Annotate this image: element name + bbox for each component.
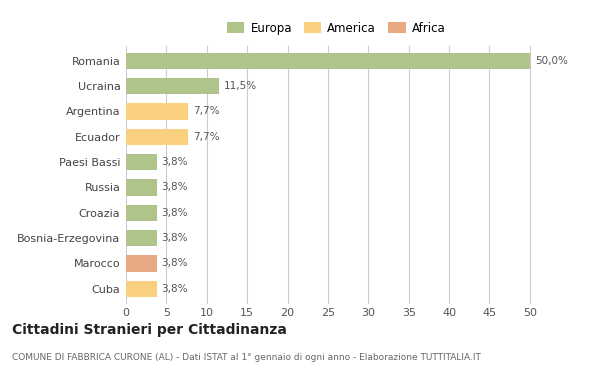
Text: 11,5%: 11,5% bbox=[224, 81, 257, 91]
Bar bbox=[126, 204, 157, 221]
Bar bbox=[126, 52, 530, 69]
Bar bbox=[126, 128, 188, 145]
Text: Cittadini Stranieri per Cittadinanza: Cittadini Stranieri per Cittadinanza bbox=[12, 323, 287, 337]
Bar bbox=[126, 103, 188, 120]
Bar bbox=[126, 154, 157, 170]
Text: 3,8%: 3,8% bbox=[161, 157, 188, 167]
Text: 3,8%: 3,8% bbox=[161, 284, 188, 294]
Bar bbox=[126, 255, 157, 272]
Bar bbox=[126, 280, 157, 297]
Text: COMUNE DI FABBRICA CURONE (AL) - Dati ISTAT al 1° gennaio di ogni anno - Elabora: COMUNE DI FABBRICA CURONE (AL) - Dati IS… bbox=[12, 353, 481, 363]
Text: 50,0%: 50,0% bbox=[535, 56, 568, 66]
Text: 3,8%: 3,8% bbox=[161, 208, 188, 218]
Text: 7,7%: 7,7% bbox=[193, 106, 220, 116]
Text: 3,8%: 3,8% bbox=[161, 182, 188, 192]
Bar bbox=[126, 230, 157, 246]
Text: 7,7%: 7,7% bbox=[193, 132, 220, 142]
Text: 3,8%: 3,8% bbox=[161, 233, 188, 243]
Bar bbox=[126, 78, 219, 94]
Bar bbox=[126, 179, 157, 196]
Legend: Europa, America, Africa: Europa, America, Africa bbox=[227, 22, 445, 35]
Text: 3,8%: 3,8% bbox=[161, 258, 188, 268]
